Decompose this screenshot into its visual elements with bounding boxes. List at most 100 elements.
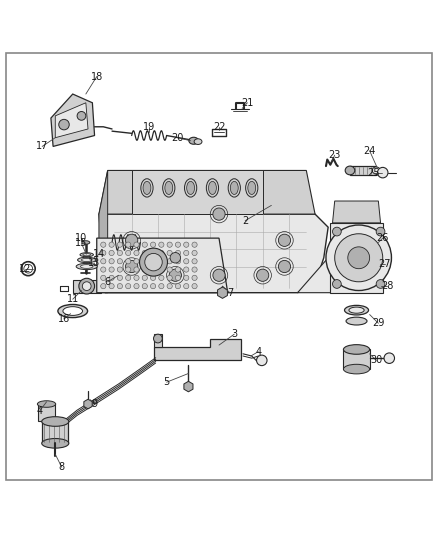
- Circle shape: [134, 251, 139, 256]
- Text: 11: 11: [67, 294, 79, 304]
- Circle shape: [150, 251, 155, 256]
- Polygon shape: [99, 171, 108, 293]
- Circle shape: [192, 242, 197, 247]
- Circle shape: [142, 259, 148, 264]
- Circle shape: [159, 267, 164, 272]
- Ellipse shape: [343, 364, 370, 374]
- Circle shape: [184, 275, 189, 280]
- Text: 30: 30: [370, 356, 382, 365]
- Ellipse shape: [63, 306, 82, 316]
- Circle shape: [117, 275, 123, 280]
- Polygon shape: [297, 258, 346, 293]
- Ellipse shape: [141, 179, 153, 197]
- Circle shape: [142, 242, 148, 247]
- Circle shape: [184, 284, 189, 289]
- Ellipse shape: [162, 179, 175, 197]
- Circle shape: [167, 251, 172, 256]
- Ellipse shape: [208, 181, 216, 195]
- Ellipse shape: [184, 179, 197, 197]
- Polygon shape: [51, 94, 95, 147]
- Text: 10: 10: [75, 233, 88, 243]
- Circle shape: [117, 242, 123, 247]
- Circle shape: [175, 275, 180, 280]
- Circle shape: [140, 248, 167, 276]
- Circle shape: [79, 278, 95, 294]
- Circle shape: [384, 353, 395, 364]
- Ellipse shape: [76, 263, 97, 270]
- Ellipse shape: [42, 439, 69, 448]
- Circle shape: [175, 251, 180, 256]
- Circle shape: [169, 269, 181, 281]
- Polygon shape: [99, 171, 315, 214]
- Text: 27: 27: [379, 260, 391, 269]
- Circle shape: [126, 259, 131, 264]
- Polygon shape: [132, 171, 263, 214]
- Circle shape: [117, 251, 123, 256]
- Circle shape: [192, 251, 197, 256]
- Ellipse shape: [246, 179, 258, 197]
- Polygon shape: [350, 166, 376, 175]
- Circle shape: [134, 275, 139, 280]
- Ellipse shape: [206, 179, 219, 197]
- Text: 7: 7: [227, 288, 233, 298]
- Circle shape: [126, 275, 131, 280]
- Circle shape: [142, 284, 148, 289]
- Ellipse shape: [37, 401, 56, 407]
- Circle shape: [126, 261, 138, 272]
- Ellipse shape: [345, 305, 368, 315]
- Circle shape: [167, 242, 172, 247]
- Polygon shape: [38, 404, 55, 422]
- Circle shape: [134, 259, 139, 264]
- Circle shape: [150, 275, 155, 280]
- Circle shape: [175, 259, 180, 264]
- Circle shape: [101, 267, 106, 272]
- Text: 23: 23: [328, 150, 341, 160]
- Circle shape: [101, 275, 106, 280]
- Circle shape: [159, 251, 164, 256]
- Circle shape: [175, 242, 180, 247]
- Ellipse shape: [165, 181, 173, 195]
- Circle shape: [376, 227, 385, 236]
- Ellipse shape: [187, 181, 194, 195]
- Circle shape: [184, 267, 189, 272]
- Text: 9: 9: [92, 399, 98, 409]
- Text: 29: 29: [372, 318, 385, 328]
- Circle shape: [126, 251, 131, 256]
- Circle shape: [150, 267, 155, 272]
- Circle shape: [153, 334, 162, 343]
- Circle shape: [134, 242, 139, 247]
- Text: 4: 4: [255, 346, 261, 357]
- Circle shape: [77, 111, 86, 120]
- Circle shape: [145, 253, 162, 271]
- Circle shape: [184, 242, 189, 247]
- Ellipse shape: [82, 241, 90, 244]
- Circle shape: [82, 282, 91, 290]
- Text: 13: 13: [88, 258, 101, 268]
- Ellipse shape: [42, 417, 69, 426]
- Circle shape: [134, 284, 139, 289]
- Text: 17: 17: [36, 141, 48, 151]
- Circle shape: [192, 284, 197, 289]
- Polygon shape: [42, 422, 68, 443]
- Polygon shape: [73, 280, 101, 293]
- Text: 12: 12: [18, 264, 31, 273]
- Ellipse shape: [248, 181, 256, 195]
- Circle shape: [59, 119, 69, 130]
- Text: 15: 15: [75, 238, 88, 248]
- Circle shape: [167, 267, 172, 272]
- Polygon shape: [99, 214, 328, 293]
- Circle shape: [213, 208, 225, 220]
- Circle shape: [142, 267, 148, 272]
- Circle shape: [332, 280, 341, 288]
- Circle shape: [213, 269, 225, 281]
- Circle shape: [109, 275, 114, 280]
- Circle shape: [101, 251, 106, 256]
- Circle shape: [109, 242, 114, 247]
- Ellipse shape: [194, 139, 202, 144]
- Circle shape: [101, 242, 106, 247]
- Ellipse shape: [346, 317, 367, 325]
- Circle shape: [101, 284, 106, 289]
- Text: 8: 8: [59, 462, 65, 472]
- Text: 22: 22: [213, 122, 225, 132]
- Circle shape: [257, 269, 269, 281]
